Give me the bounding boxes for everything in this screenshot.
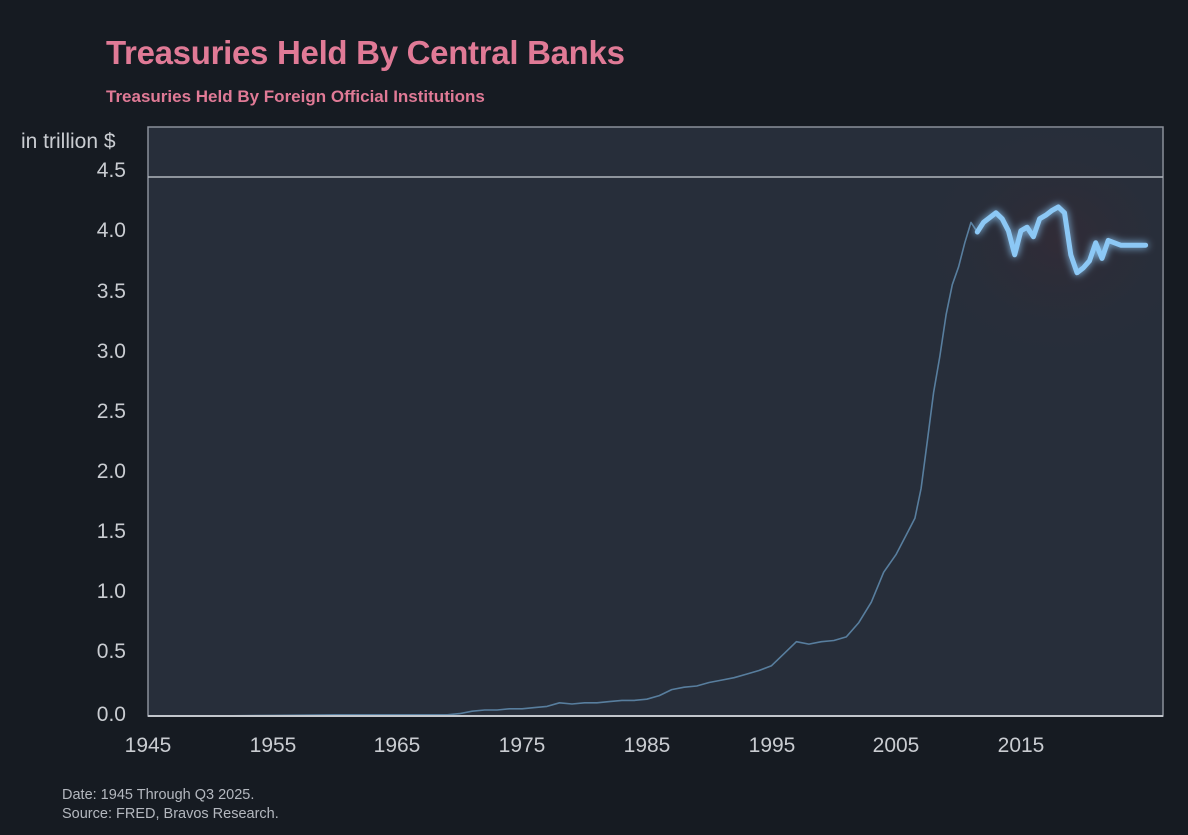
x-tick-label: 2005: [872, 734, 920, 757]
chart-title: Treasuries Held By Central Banks: [106, 34, 625, 71]
y-tick-label: 3.0: [96, 340, 126, 363]
y-tick-label: 4.0: [96, 219, 126, 242]
y-tick-label: 4.5: [96, 159, 126, 182]
y-tick-label: 3.5: [96, 280, 126, 303]
footer-notes: Date: 1945 Through Q3 2025. Source: FRED…: [62, 786, 279, 824]
series-line-history: [148, 221, 978, 716]
x-tick-label: 1995: [748, 734, 796, 757]
y-tick-label: 2.5: [96, 400, 126, 423]
y-axis-label: in trillion $: [21, 130, 116, 153]
y-tick-label: 0.0: [96, 703, 126, 726]
y-tick-label: 0.5: [96, 640, 126, 663]
y-tick-label: 2.0: [96, 460, 126, 483]
date-note: Date: 1945 Through Q3 2025.: [62, 787, 255, 803]
x-tick-label: 2015: [997, 734, 1045, 757]
x-tick-label: 1965: [373, 734, 421, 757]
x-tick-label: 1955: [249, 734, 297, 757]
x-tick-label: 1975: [498, 734, 546, 757]
y-tick-label: 1.5: [96, 520, 126, 543]
glow-halo: [910, 127, 1163, 370]
y-tick-label: 1.0: [96, 580, 126, 603]
chart-subtitle: Treasuries Held By Foreign Official Inst…: [106, 87, 485, 106]
x-tick-label: 1985: [623, 734, 671, 757]
series-line-recent: [974, 204, 1149, 276]
x-tick-label: 1945: [124, 734, 172, 757]
source-note: Source: FRED, Bravos Research.: [62, 806, 279, 822]
